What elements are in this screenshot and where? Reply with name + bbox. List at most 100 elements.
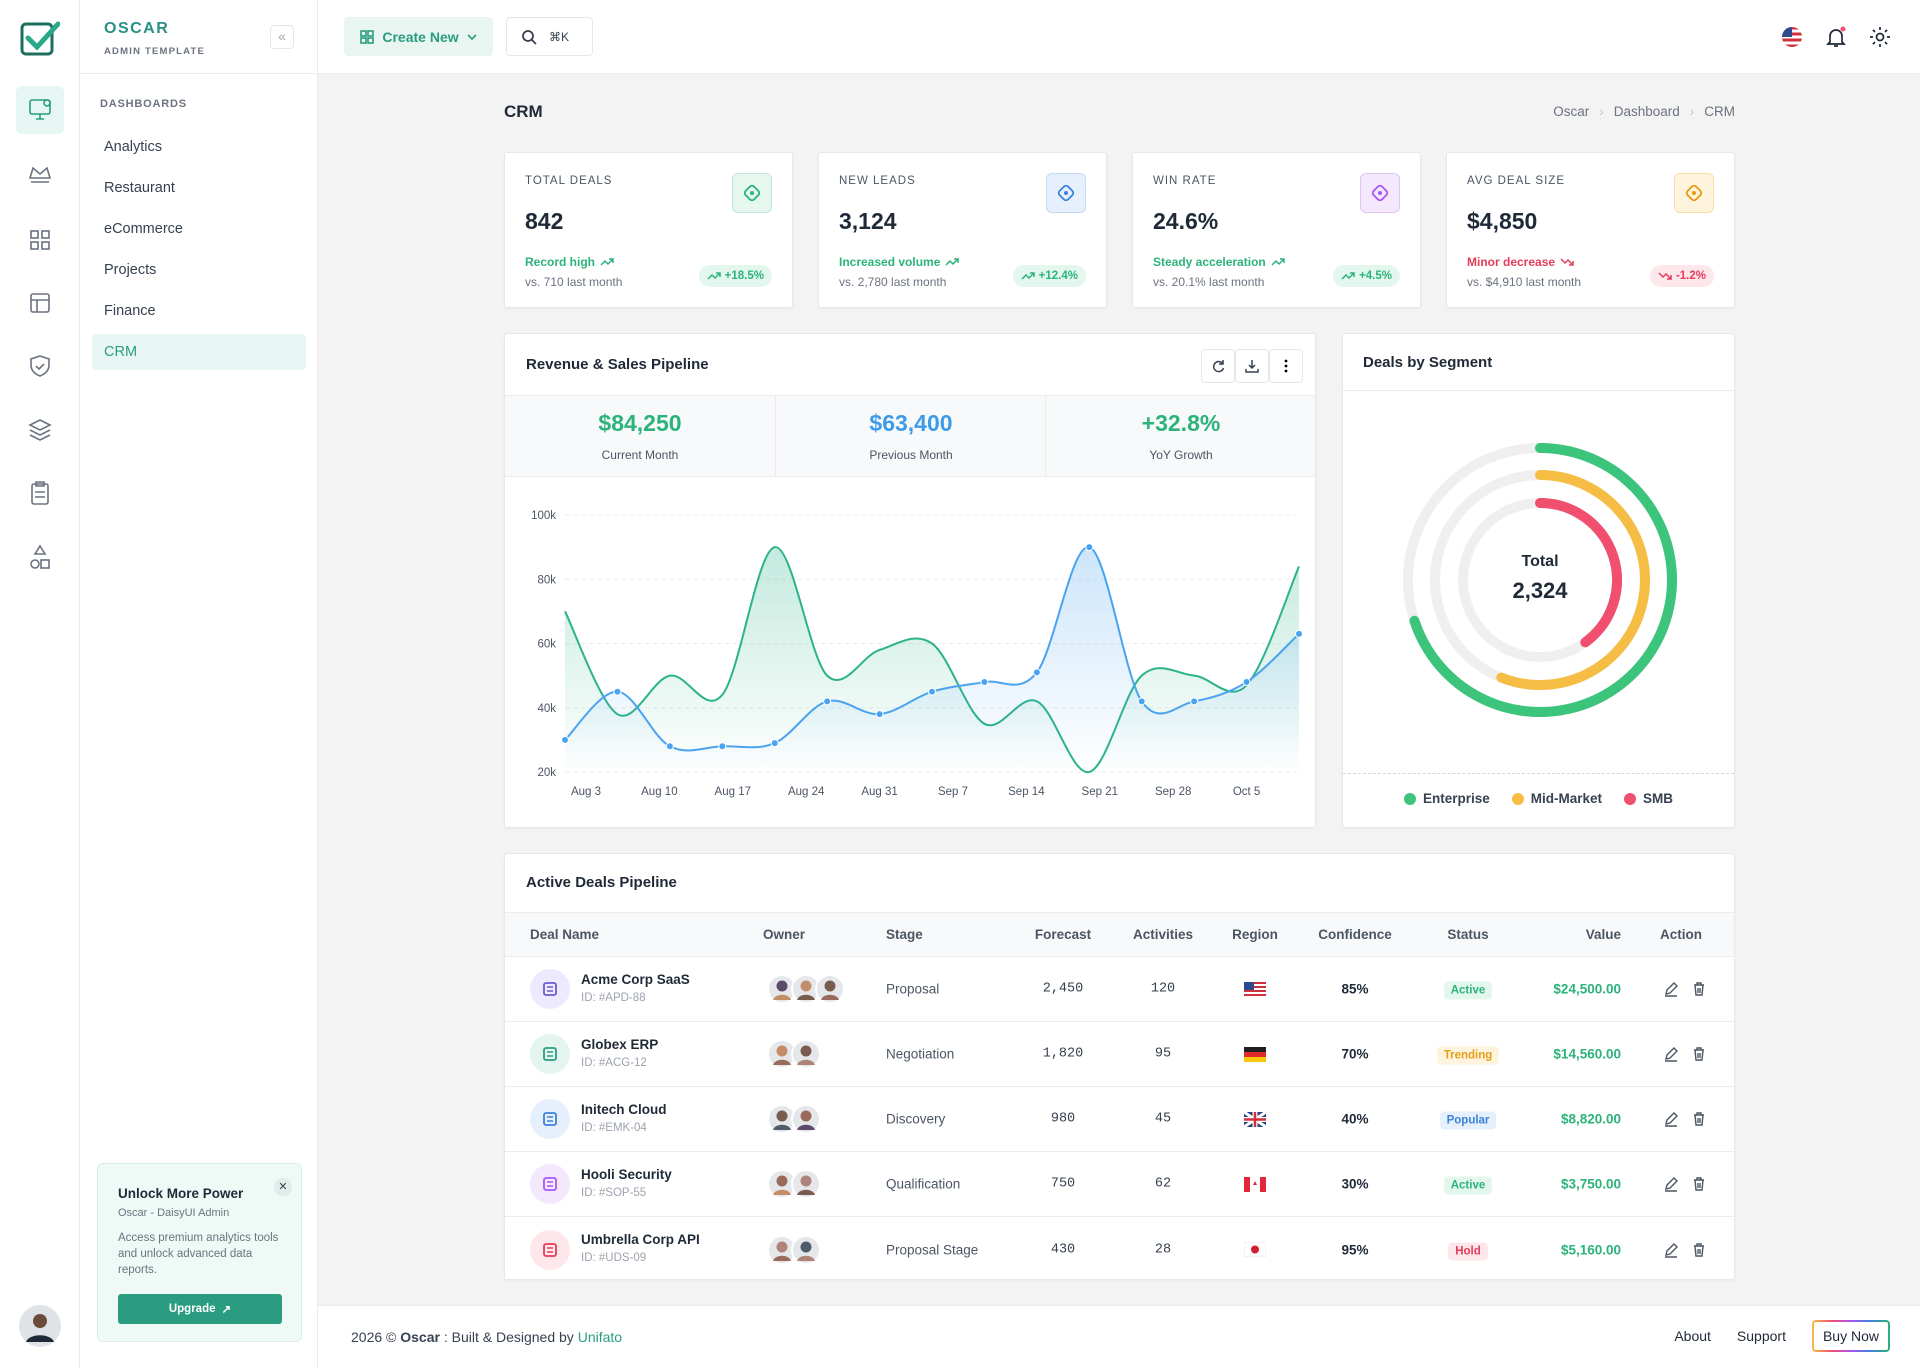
owner-avatar[interactable] [815,974,845,1004]
promo-close[interactable]: ✕ [274,1178,292,1196]
settings-icon[interactable] [1868,25,1892,49]
footer-link[interactable]: Support [1736,1328,1786,1344]
deal-stage: Negotiation [886,1046,955,1062]
owner-avatar[interactable] [791,1169,821,1199]
edit-button[interactable] [1663,1176,1679,1192]
summary-value: +32.8% [1141,410,1221,436]
refresh-button[interactable] [1201,349,1235,383]
collapse-button[interactable]: « [270,25,294,49]
summary-item: $63,400 Previous Month [775,396,1045,476]
search-button[interactable]: ⌘K [506,17,593,56]
nav-item[interactable]: eCommerce [104,221,183,237]
change-text: +12.4% [1038,270,1078,282]
buy-button[interactable]: Buy Now [1812,1320,1890,1352]
promo-title: Unlock More Power [118,1186,244,1201]
owner-avatar[interactable] [791,1104,821,1134]
legend-label: Enterprise [1422,791,1490,806]
path [35,481,45,498]
download-button[interactable] [1235,349,1269,383]
language-flag[interactable] [1780,25,1804,49]
path [797,1189,815,1195]
stat-label: NEW LEADS [839,175,916,187]
arrow-icon: ↗ [221,1304,232,1316]
delete-button[interactable] [1691,1046,1707,1062]
change-pill: +4.5% [1333,265,1400,287]
owner-avatar[interactable] [791,974,821,1004]
status-badge: Popular [1439,1111,1497,1130]
g [1782,27,1802,47]
radial-bar [1496,470,1650,690]
circle [776,980,788,992]
rail-active[interactable] [16,86,64,134]
breadcrumb-item[interactable]: Dashboard [1613,104,1680,119]
stat-icon [732,173,772,213]
nav-item[interactable]: Projects [104,262,157,278]
owner-avatar[interactable] [791,1039,821,1069]
x-tick-label: Sep 21 [1082,786,1118,798]
note-text: Increased volume [839,255,941,269]
deal-activities: 28 [1154,1242,1172,1257]
grid-icon [360,29,375,44]
deal-value: $24,500.00 [1553,981,1621,997]
deal-confidence: 40% [1341,1111,1369,1127]
upgrade-button[interactable]: Upgrade ↗ [118,1294,282,1324]
deal-stage: Qualification [886,1176,961,1192]
stat-compare: vs. 710 last month [525,275,623,289]
summary-label: Previous Month [869,448,953,462]
nav-item[interactable]: CRM [92,334,306,370]
delete-button[interactable] [1691,1176,1707,1192]
data-point [1190,697,1199,706]
path [33,544,47,555]
user-avatar[interactable] [18,1304,62,1348]
edit-button[interactable] [1663,1046,1679,1062]
delete-button[interactable] [1691,1242,1707,1258]
circle [30,559,40,569]
footer-link[interactable]: About [1674,1328,1711,1344]
create-button[interactable]: Create New [344,17,493,56]
deal-forecast: 430 [1050,1242,1076,1257]
author-link[interactable]: Unifato [577,1329,623,1345]
breadcrumb-item[interactable]: Oscar [1553,104,1590,119]
status-cell: Trending [1408,1046,1528,1065]
nav-list: Analytics Restaurant eCommerce Projects Fina… [80,129,318,389]
more-button[interactable] [1269,349,1303,383]
column-header: Value [1585,927,1621,942]
rect [30,230,39,239]
path [1658,272,1672,280]
delete-button[interactable] [1691,1111,1707,1127]
edit-button[interactable] [1663,981,1679,997]
stat-note: Minor decrease [1467,255,1574,269]
stat-note: Steady acceleration [1153,255,1285,269]
stat-label: AVG DEAL SIZE [1467,175,1565,187]
path [467,33,477,40]
delete-button[interactable] [1691,981,1707,997]
circle [776,1241,788,1252]
owner-avatar[interactable] [767,1104,797,1134]
nav-item[interactable]: Analytics [104,139,163,155]
nav-item[interactable]: Finance [104,303,156,319]
owner-avatar[interactable] [791,1234,821,1265]
deal-glyph [543,982,557,996]
column-header: Activities [1132,927,1194,942]
divider [1343,390,1734,391]
legend-item[interactable]: SMB [1624,791,1673,806]
stat-label: TOTAL DEALS [525,175,613,187]
summary-label: YoY Growth [1149,448,1213,462]
revenue-card: Revenue & Sales Pipeline $84,250 Current … [504,333,1316,828]
deal-id: ID: #ACG-12 [581,1057,647,1069]
change-pill: -1.2% [1649,265,1714,287]
deal-forecast: 980 [1050,1111,1076,1127]
path [1694,1177,1704,1191]
summary-item: +32.8% YoY Growth [1045,396,1315,476]
change-text: +4.5% [1359,270,1392,282]
bell-icon[interactable] [1824,25,1848,49]
nav-item[interactable]: Restaurant [104,180,175,196]
column-header: Status [1447,927,1489,942]
edit-button[interactable] [1663,1111,1679,1127]
owner-avatar[interactable] [767,974,797,1004]
edit-button[interactable] [1663,1242,1679,1258]
path [773,1124,791,1130]
legend-item[interactable]: Enterprise [1403,791,1490,806]
legend-item[interactable]: Mid-Market [1511,791,1602,806]
owner-avatar[interactable] [767,1169,797,1199]
